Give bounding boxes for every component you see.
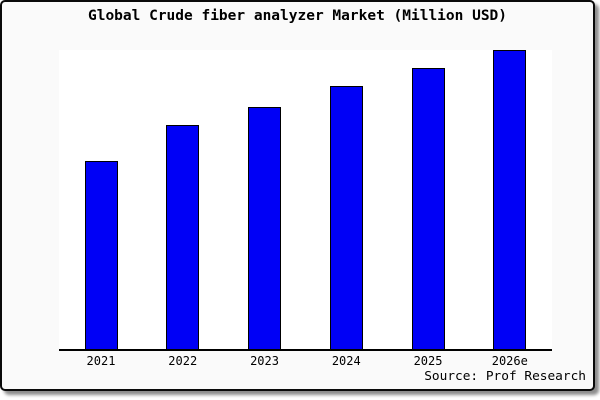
x-tick-label-2024: 2024 — [331, 354, 361, 368]
x-tick-label-2022: 2022 — [168, 354, 198, 368]
bar-2021 — [84, 161, 118, 349]
x-tick-label-2021: 2021 — [86, 354, 116, 368]
bar-2023 — [248, 107, 282, 349]
bar-2025 — [411, 68, 445, 349]
bar-2022 — [166, 125, 200, 349]
bar-2026e — [493, 50, 527, 349]
bar-2024 — [329, 86, 363, 349]
plot-area — [59, 50, 552, 351]
source-credit: Source: Prof Research — [424, 369, 586, 384]
x-tick-label-2023: 2023 — [250, 354, 279, 368]
x-axis-labels: 2021 2022 2023 2024 2025 2026e — [2, 354, 593, 369]
x-tick-label-2025: 2025 — [413, 354, 443, 368]
chart-title: Global Crude fiber analyzer Market (Mill… — [87, 8, 508, 24]
x-tick-label-2026e: 2026e — [491, 354, 528, 368]
chart-frame: Global Crude fiber analyzer Market (Mill… — [0, 0, 595, 391]
